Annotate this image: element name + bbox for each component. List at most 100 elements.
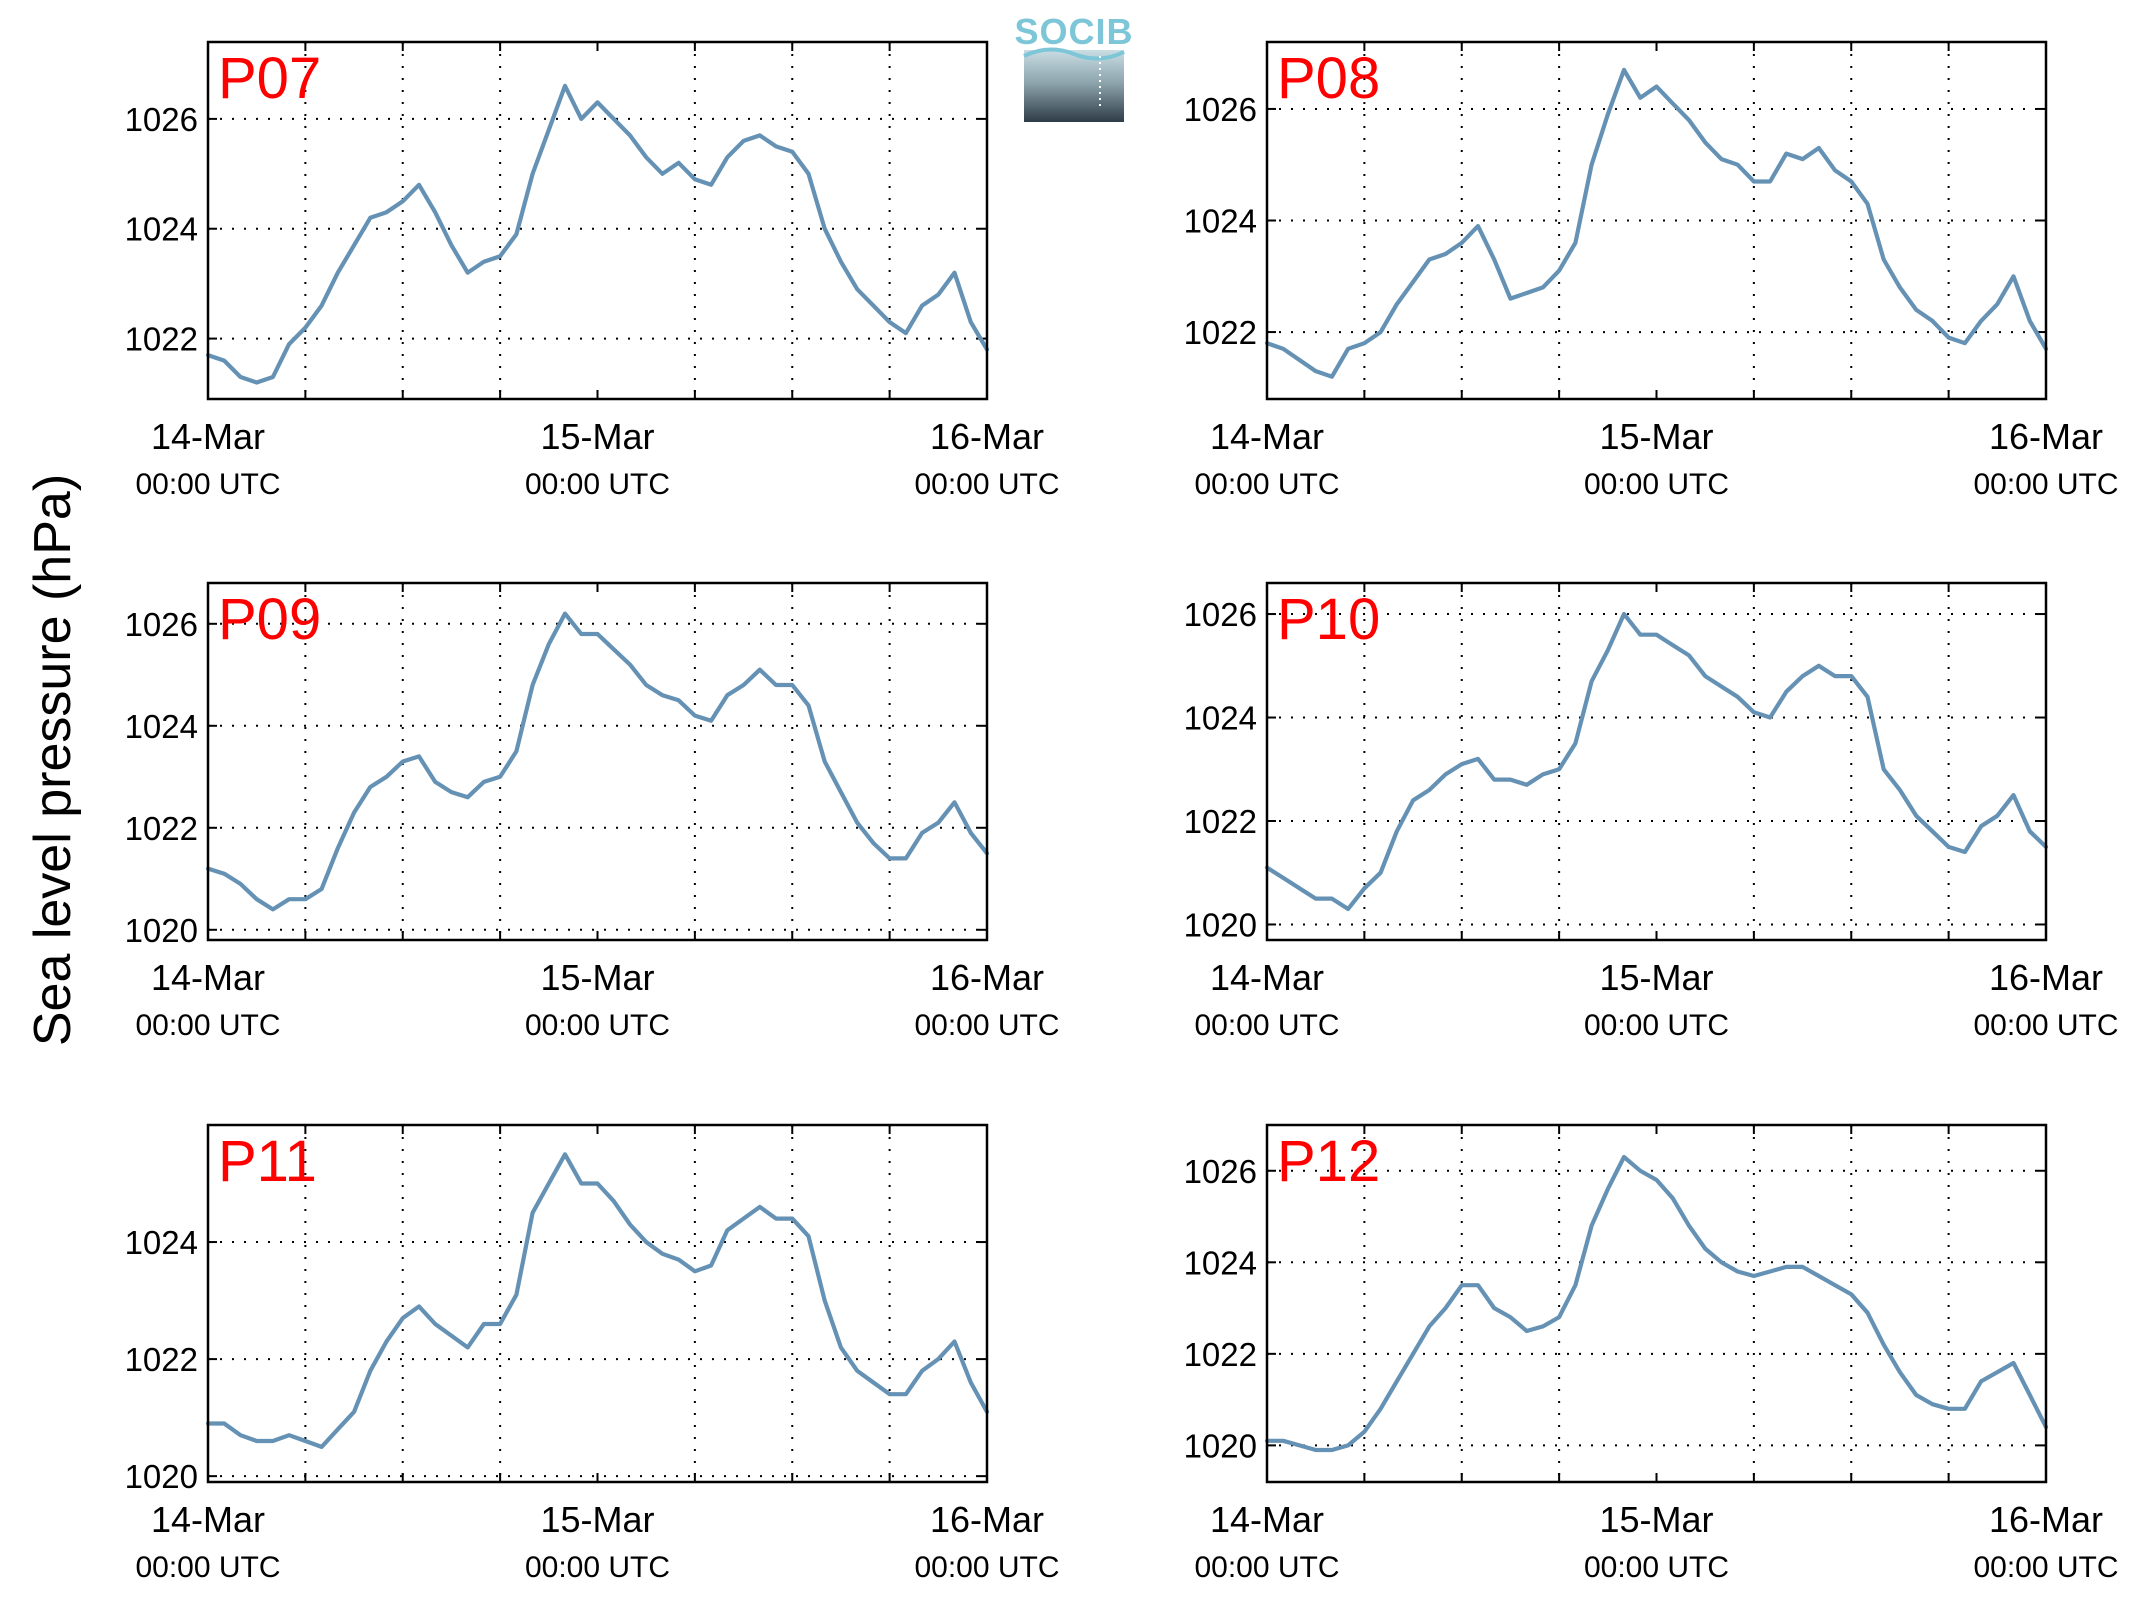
panel-title: P10 xyxy=(1277,587,1380,652)
pressure-data-point xyxy=(1314,897,1317,900)
pressure-data-point xyxy=(1671,644,1674,646)
pressure-data-point xyxy=(596,1182,599,1185)
subplot-p12: 1020 1022 1024 1026 14-Mar 00:00 UTC 15-Mar 00:… xyxy=(1184,1123,2119,1584)
pressure-data-point xyxy=(564,1153,566,1156)
pressure-data-point xyxy=(1525,1330,1528,1332)
pressure-data-point xyxy=(450,244,453,247)
y-tick-label: 1020 xyxy=(1184,906,1257,943)
pressure-data-point xyxy=(418,755,420,758)
x-tick-time-label: 00:00 UTC xyxy=(525,1009,670,1042)
pressure-data-point xyxy=(1964,851,1966,853)
pressure-series-line xyxy=(1264,1154,2049,1453)
pressure-data-point xyxy=(1639,96,1642,99)
pressure-data-point xyxy=(1866,1311,1869,1314)
x-tick-time-label: 00:00 UTC xyxy=(135,468,280,501)
pressure-data-point xyxy=(1493,1307,1496,1309)
x-tick-time-label: 00:00 UTC xyxy=(1194,468,1339,501)
pressure-data-point xyxy=(1331,375,1333,378)
pressure-data-point xyxy=(1542,773,1544,776)
pressure-data-point xyxy=(1525,292,1528,294)
pressure-data-point xyxy=(1720,158,1723,160)
pressure-data-point xyxy=(661,1252,664,1255)
x-tick-date-label: 15-Mar xyxy=(1599,1499,1713,1540)
pressure-data-point xyxy=(304,1440,307,1442)
pressure-data-point xyxy=(1558,768,1560,771)
y-tick-label: 1022 xyxy=(125,1341,198,1378)
pressure-data-point xyxy=(888,1393,891,1396)
pressure-data-point xyxy=(921,1370,923,1372)
pressure-data-point xyxy=(1298,359,1301,361)
pressure-series-line xyxy=(1264,67,2049,379)
pressure-data-point xyxy=(1574,742,1577,745)
y-tick-label: 1024 xyxy=(125,211,198,248)
pressure-data-point xyxy=(1769,180,1771,183)
pressure-data-point xyxy=(612,1200,615,1202)
pressure-data-point xyxy=(1980,825,1982,827)
pressure-data-point xyxy=(434,211,437,214)
panel-title: P07 xyxy=(218,46,321,111)
pressure-data-point xyxy=(1396,1380,1398,1383)
pressure-data-point xyxy=(466,796,469,798)
pressure-data-point xyxy=(1882,258,1885,261)
pressure-data-point xyxy=(1558,269,1560,272)
pressure-data-point xyxy=(1590,163,1593,166)
pressure-data-point xyxy=(288,343,290,345)
pressure-data-point xyxy=(1542,286,1544,289)
pressure-data-point xyxy=(401,200,404,203)
pressure-data-point xyxy=(758,134,761,137)
pressure-data-point xyxy=(1817,664,1820,667)
pressure-data-point xyxy=(694,178,696,181)
pressure-data-point xyxy=(499,776,501,778)
pressure-data-point xyxy=(418,1305,420,1308)
pressure-data-point xyxy=(807,704,810,707)
pressure-data-point xyxy=(385,211,388,214)
pressure-data-point xyxy=(1720,1261,1723,1264)
x-tick-time-label: 00:00 UTC xyxy=(914,1551,1059,1584)
y-tick-label: 1022 xyxy=(1184,1336,1257,1373)
pressure-data-point xyxy=(1477,225,1479,227)
pressure-data-point xyxy=(1444,773,1447,776)
pressure-data-point xyxy=(1882,1343,1885,1346)
pressure-data-point xyxy=(661,173,664,175)
pressure-data-point xyxy=(515,233,518,236)
pressure-data-point xyxy=(969,321,972,323)
x-tick-date-label: 14-Mar xyxy=(1210,1499,1324,1540)
pressure-data-point xyxy=(726,156,729,159)
pressure-data-point xyxy=(694,714,696,717)
pressure-data-point xyxy=(823,1299,826,1302)
pressure-data-point xyxy=(548,1182,550,1185)
y-tick-label: 1022 xyxy=(1184,803,1257,840)
pressure-data-point xyxy=(856,288,858,290)
y-tick-label: 1022 xyxy=(125,810,198,847)
pressure-data-point xyxy=(1980,1380,1982,1383)
pressure-data-point xyxy=(1866,696,1869,698)
x-tick-time-label: 00:00 UTC xyxy=(914,1009,1059,1042)
panel-title: P12 xyxy=(1277,1129,1380,1194)
pressure-data-point xyxy=(645,156,647,159)
pressure-data-point xyxy=(564,612,566,615)
pressure-data-point xyxy=(775,684,777,686)
pressure-data-point xyxy=(1655,85,1658,88)
pressure-data-point xyxy=(466,271,469,274)
x-tick-date-label: 16-Mar xyxy=(930,1499,1044,1540)
pressure-data-point xyxy=(1817,147,1820,149)
pressure-data-point xyxy=(1525,783,1528,786)
pressure-data-point xyxy=(596,101,599,104)
pressure-data-point xyxy=(288,898,290,900)
pressure-data-point xyxy=(1785,690,1788,693)
pressure-data-point xyxy=(1444,253,1447,255)
pressure-data-point xyxy=(758,668,761,671)
pressure-data-point xyxy=(1996,1371,1999,1373)
pressure-data-point xyxy=(255,381,258,384)
pressure-data-point xyxy=(288,1434,290,1436)
pressure-data-point xyxy=(1558,1316,1560,1319)
pressure-data-point xyxy=(1282,347,1285,350)
pressure-data-point xyxy=(531,1211,534,1214)
pressure-data-point xyxy=(239,376,242,378)
pressure-data-point xyxy=(1964,1407,1966,1410)
pressure-data-point xyxy=(807,173,810,175)
x-tick-date-label: 15-Mar xyxy=(1599,957,1713,998)
pressure-data-point xyxy=(1850,675,1853,677)
logo-wave xyxy=(1023,47,1125,61)
pressure-data-point xyxy=(1720,685,1723,688)
